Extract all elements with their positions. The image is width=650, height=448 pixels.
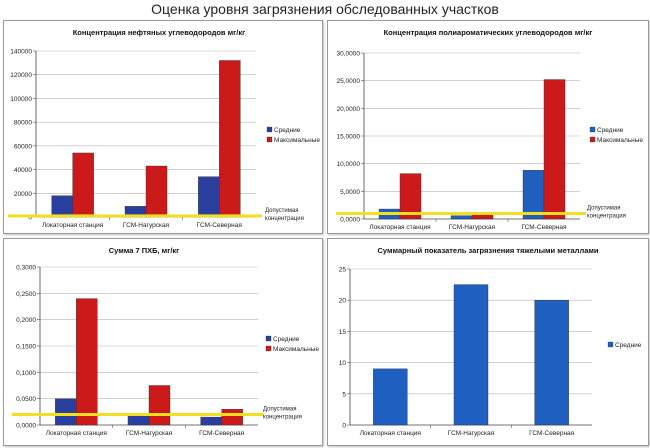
legend-label: Средние [597, 127, 624, 134]
y-tick-label: 5 [342, 391, 346, 398]
legend-swatch [265, 335, 272, 342]
y-tick-label: 0,1500 [16, 344, 36, 351]
y-tick-label: 0 [342, 423, 346, 430]
bar-max [221, 408, 243, 426]
x-tick-label: ГСМ-Северная [199, 430, 245, 437]
threshold-label: концентрация [265, 216, 304, 222]
bar-avg [450, 215, 473, 220]
bar-avg [55, 398, 77, 426]
x-tick-label: ГСМ-Северная [521, 224, 567, 231]
chart-pcb-sum: Сумма 7 ПХБ, мг/кг 0,0000 0,0500 0,1000 0,15… [12, 246, 319, 437]
y-tick-label: 15 [339, 329, 347, 336]
x-tick-label: Локаторная станция [360, 430, 422, 437]
legend-label: Максимальные [597, 137, 643, 144]
x-tick-label: ГСМ-Северная [197, 222, 243, 229]
y-tick-label: 0,3000 [16, 265, 36, 272]
chart-panel-polyaromatic-hydrocarbons: Концентрация полиароматических углеводор… [327, 20, 649, 234]
y-tick-label: 25 [339, 267, 347, 274]
y-tick-label: 100000 [10, 96, 32, 103]
y-tick-label: 20,0000 [337, 106, 361, 113]
bar-avg [200, 416, 222, 426]
threshold-label: концентрация [263, 414, 302, 420]
chart-polyaromatic-hydrocarbons: Концентрация полиароматических углеводор… [336, 28, 643, 231]
x-tick-label: ГСМ-Нагурская [448, 430, 495, 437]
x-tick-label: ГСМ-Нагурская [123, 222, 170, 229]
y-tick-label: 0,0000 [16, 423, 36, 430]
y-tick-label: 25,0000 [337, 78, 361, 85]
y-tick-label: 80000 [14, 120, 32, 127]
y-tick-label: 10 [339, 360, 347, 367]
legend-label: Средние [615, 342, 642, 349]
legend-swatch [589, 136, 596, 143]
y-tick-label: 0,2500 [16, 291, 36, 298]
y-tick-label: 140000 [10, 49, 32, 56]
bar-max [72, 152, 94, 218]
legend-label: Максимальные [274, 137, 320, 144]
chart-title: Концентрация нефтяных углеводородов мг/к… [73, 28, 246, 37]
legend-swatch [266, 126, 273, 133]
chart-heavy-metals: Суммарный показатель загрязнения тяжелым… [339, 246, 642, 437]
legend-label: Максимальные [273, 346, 319, 353]
x-tick-label: Локаторная станция [42, 222, 104, 229]
y-tick-label: 5,0000 [340, 189, 360, 196]
x-tick-label: Локаторная станция [369, 224, 431, 231]
legend-label: Средние [274, 127, 301, 134]
y-tick-label: 40000 [14, 167, 32, 174]
y-tick-label: 20000 [14, 191, 32, 198]
bar-avg [522, 170, 545, 220]
y-tick-label: 30,0000 [337, 51, 361, 58]
chart-title: Сумма 7 ПХБ, мг/кг [109, 246, 180, 255]
x-tick-label: ГСМ-Северная [529, 430, 575, 437]
chart-petroleum-hydrocarbons: Концентрация нефтяных углеводородов мг/к… [8, 28, 320, 229]
y-tick-label: 0,0500 [16, 396, 36, 403]
bar-max [543, 79, 566, 220]
chart-title: Суммарный показатель загрязнения тяжелым… [377, 246, 598, 255]
legend-label: Средние [273, 336, 300, 343]
y-tick-label: 120000 [10, 72, 32, 79]
chart-panel-pcb-sum: Сумма 7 ПХБ, мг/кг 0,0000 0,0500 0,1000 0,15… [3, 238, 323, 446]
bar-max [148, 385, 171, 426]
y-tick-label: 60000 [14, 143, 32, 150]
bar-avg [51, 195, 73, 218]
x-tick-label: Локаторная станция [46, 430, 108, 437]
y-tick-label: 20 [339, 298, 347, 305]
bar-max [145, 165, 168, 218]
chart-panel-heavy-metals: Суммарный показатель загрязнения тяжелым… [327, 238, 649, 446]
threshold-label: концентрация [587, 213, 626, 219]
x-tick-label: ГСМ-Нагурская [126, 430, 173, 437]
bar-max [399, 173, 422, 220]
legend-swatch [266, 136, 273, 143]
y-tick-label: 15,0000 [337, 134, 361, 141]
threshold-label: Допустимая [263, 406, 296, 412]
bar-avg [373, 368, 408, 426]
bar-max [219, 60, 241, 218]
bar-avg [534, 300, 569, 426]
bar-avg [198, 176, 220, 218]
y-tick-label: 0,2000 [16, 317, 36, 324]
chart-panel-petroleum-hydrocarbons: Концентрация нефтяных углеводородов мг/к… [3, 20, 323, 234]
chart-title: Концентрация полиароматических углеводор… [384, 28, 593, 37]
x-tick-label: ГСМ-Нагурская [449, 224, 496, 231]
y-tick-label: 0,0000 [340, 217, 360, 224]
bar-avg [127, 414, 150, 426]
legend-swatch [607, 341, 614, 348]
bar-max [76, 298, 98, 426]
threshold-label: Допустимая [265, 208, 298, 214]
y-tick-label: 10,0000 [337, 161, 361, 168]
page-title: Оценка уровня загрязнения обследованных … [151, 1, 499, 17]
bar-avg [453, 284, 489, 426]
y-tick-label: 0,1000 [16, 370, 36, 377]
legend-swatch [265, 345, 272, 352]
threshold-label: Допустимая [587, 205, 620, 211]
legend-swatch [589, 126, 596, 133]
y-tick-label: 0 [28, 215, 32, 222]
